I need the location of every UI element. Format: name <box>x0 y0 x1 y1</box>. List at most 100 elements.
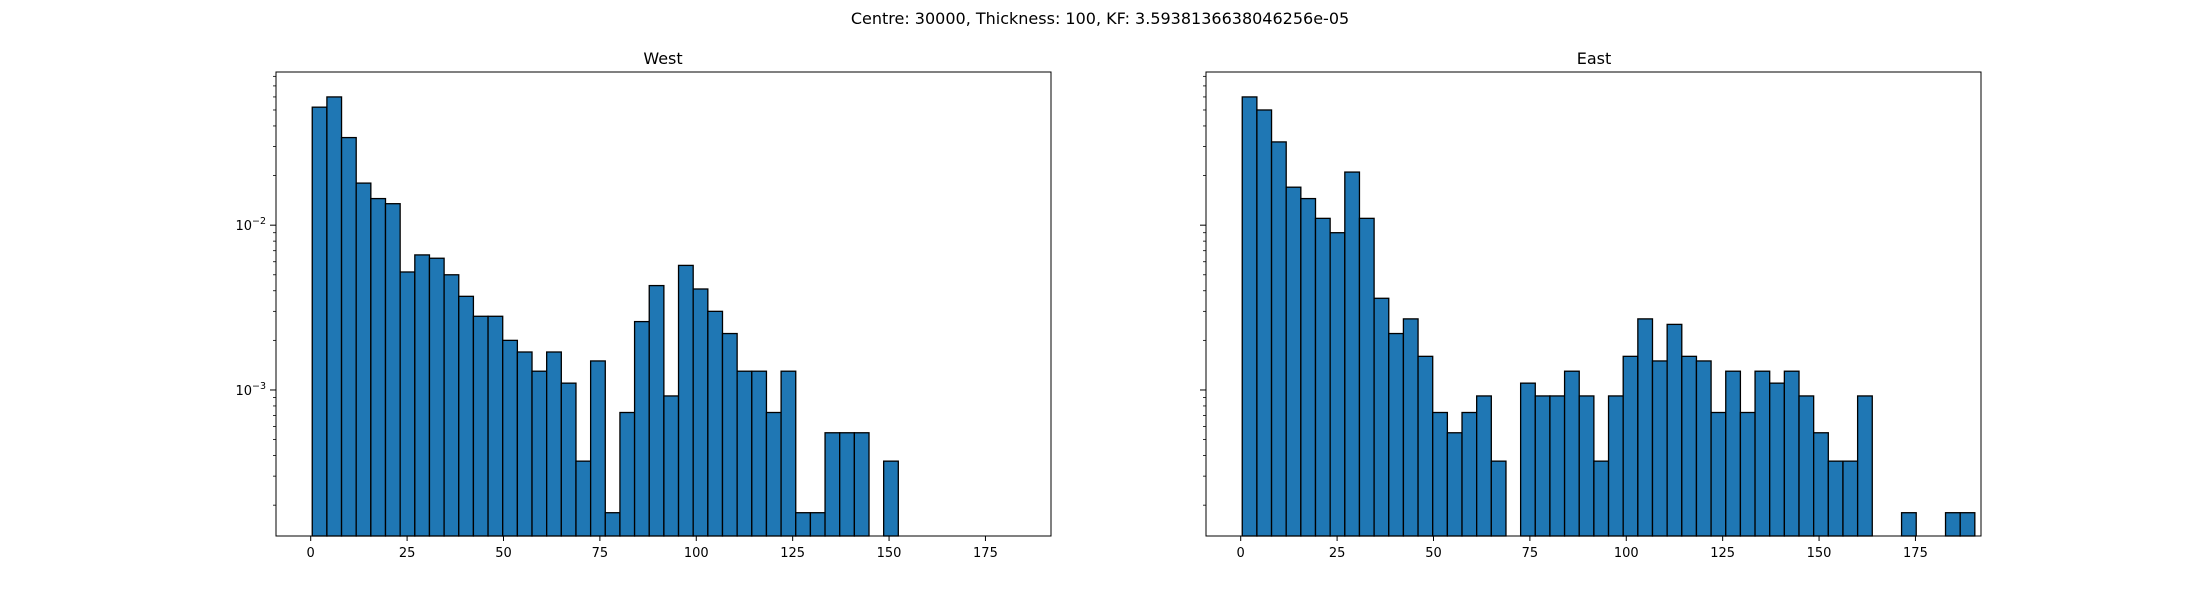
east-histogram-bar <box>1563 370 1580 537</box>
west-histogram-bar <box>458 295 475 537</box>
east-histogram-bar <box>1256 109 1273 537</box>
east-histogram-bar <box>1666 323 1683 537</box>
west-histogram-bar <box>428 257 445 537</box>
east-x-tick-label: 50 <box>1425 546 1442 561</box>
east-axes-frame <box>1205 71 1982 537</box>
east-histogram-bar <box>1959 512 1976 537</box>
west-histogram-bar <box>692 288 709 537</box>
west-histogram-bar <box>340 136 357 537</box>
east-histogram-bar <box>1783 370 1800 537</box>
west-x-tick-label: 75 <box>592 546 609 561</box>
west-histogram-bar <box>589 360 606 537</box>
east-histogram-bar <box>1798 395 1815 537</box>
east-histogram-bar <box>1769 382 1786 537</box>
west-x-tick-label: 125 <box>780 546 805 561</box>
west-histogram-bar <box>443 274 460 537</box>
west-histogram-bar <box>472 315 489 537</box>
west-histogram-bar <box>751 370 768 537</box>
east-histogram-bar <box>1417 355 1434 537</box>
west-histogram-bar <box>663 395 680 537</box>
west-histogram-bar <box>883 460 899 537</box>
west-histogram-bar <box>384 203 401 537</box>
east-histogram-bar <box>1549 395 1566 537</box>
east-histogram-bar <box>1534 395 1551 537</box>
east-histogram-bar <box>1344 171 1361 537</box>
east-histogram-bar <box>1373 297 1390 537</box>
west-histogram-bar <box>575 460 592 537</box>
west-y-tick-label: 10−3 <box>235 381 266 399</box>
west-histogram-bar <box>707 310 724 537</box>
east-histogram-bar <box>1446 432 1463 537</box>
east-histogram-bar <box>1754 370 1771 537</box>
west-histogram-bar <box>619 411 636 537</box>
west-histogram-bar <box>765 411 782 537</box>
west-histogram-bar <box>560 382 577 537</box>
west-histogram-bar <box>604 512 621 537</box>
west-histogram-bar <box>633 320 650 537</box>
east-histogram-bar <box>1695 360 1712 537</box>
east-histogram-bar <box>1432 411 1449 537</box>
east-histogram-bar <box>1300 197 1317 537</box>
west-histogram-bar <box>853 432 870 537</box>
east-histogram-bar <box>1402 318 1419 537</box>
figure-suptitle: Centre: 30000, Thickness: 100, KF: 3.593… <box>851 9 1349 28</box>
east-x-tick-label: 25 <box>1329 546 1346 561</box>
east-histogram-bar <box>1827 460 1844 537</box>
east-x-tick-label: 75 <box>1522 546 1539 561</box>
east-histogram-bar <box>1578 395 1595 537</box>
east-histogram-bar <box>1856 395 1873 537</box>
east-histogram-bar <box>1681 355 1698 537</box>
west-bars <box>311 96 899 537</box>
east-histogram-bar <box>1476 395 1492 537</box>
west-histogram-bar <box>809 512 826 537</box>
east-histogram-bar <box>1285 186 1302 537</box>
west-x-tick-label: 0 <box>307 546 315 561</box>
west-x-tick-label: 25 <box>399 546 416 561</box>
east-x-axis: 0 25 50 75 100 125 150 175 <box>1237 536 1928 561</box>
west-x-tick-label: 100 <box>684 546 709 561</box>
west-histogram-bar <box>487 315 504 537</box>
east-histogram-bar <box>1358 217 1375 537</box>
east-histogram-bar <box>1241 96 1258 537</box>
east-histogram-bar <box>1651 360 1668 537</box>
east-title: East <box>1577 49 1612 68</box>
west-histogram-bar <box>355 182 372 537</box>
west-axes: West 0 25 50 75 100 125 150 175 10−3 10−2 <box>235 49 1052 561</box>
east-x-tick-label: 125 <box>1710 546 1735 561</box>
east-histogram-bar <box>1944 512 1961 537</box>
west-histogram-bar <box>311 106 328 537</box>
west-histogram-bar <box>399 271 416 537</box>
west-histogram-bar <box>546 351 562 537</box>
west-histogram-bar <box>531 370 548 537</box>
west-histogram-bar <box>677 264 694 537</box>
east-histogram-bar <box>1461 411 1478 537</box>
west-title: West <box>643 49 682 68</box>
east-x-tick-label: 175 <box>1903 546 1928 561</box>
west-histogram-bar <box>502 339 519 537</box>
west-histogram-bar <box>414 254 431 537</box>
east-histogram-bar <box>1607 395 1624 537</box>
east-histogram-bar <box>1622 355 1639 537</box>
east-axes: East 0 25 50 75 100 125 150 175 <box>1200 49 1982 561</box>
west-histogram-bar <box>839 432 856 537</box>
west-histogram-bar <box>721 332 738 537</box>
east-histogram-bar <box>1314 217 1331 537</box>
west-x-axis: 0 25 50 75 100 125 150 175 <box>307 536 998 561</box>
east-histogram-bar <box>1490 460 1507 537</box>
east-x-tick-label: 150 <box>1807 546 1832 561</box>
east-histogram-bar <box>1329 232 1346 537</box>
east-histogram-bar <box>1388 332 1405 537</box>
east-histogram-bar <box>1519 382 1536 537</box>
east-histogram-bar <box>1637 318 1654 537</box>
west-y-tick-label: 10−2 <box>235 216 266 234</box>
west-histogram-bar <box>648 284 665 537</box>
east-histogram-bar <box>1710 411 1727 537</box>
east-histogram-bar <box>1739 411 1756 537</box>
west-histogram-bar <box>326 96 343 537</box>
east-histogram-bar <box>1593 460 1610 537</box>
west-histogram-bar <box>795 512 812 537</box>
west-histogram-bar <box>780 370 797 537</box>
west-axes-frame <box>275 71 1052 537</box>
west-x-tick-label: 150 <box>877 546 902 561</box>
